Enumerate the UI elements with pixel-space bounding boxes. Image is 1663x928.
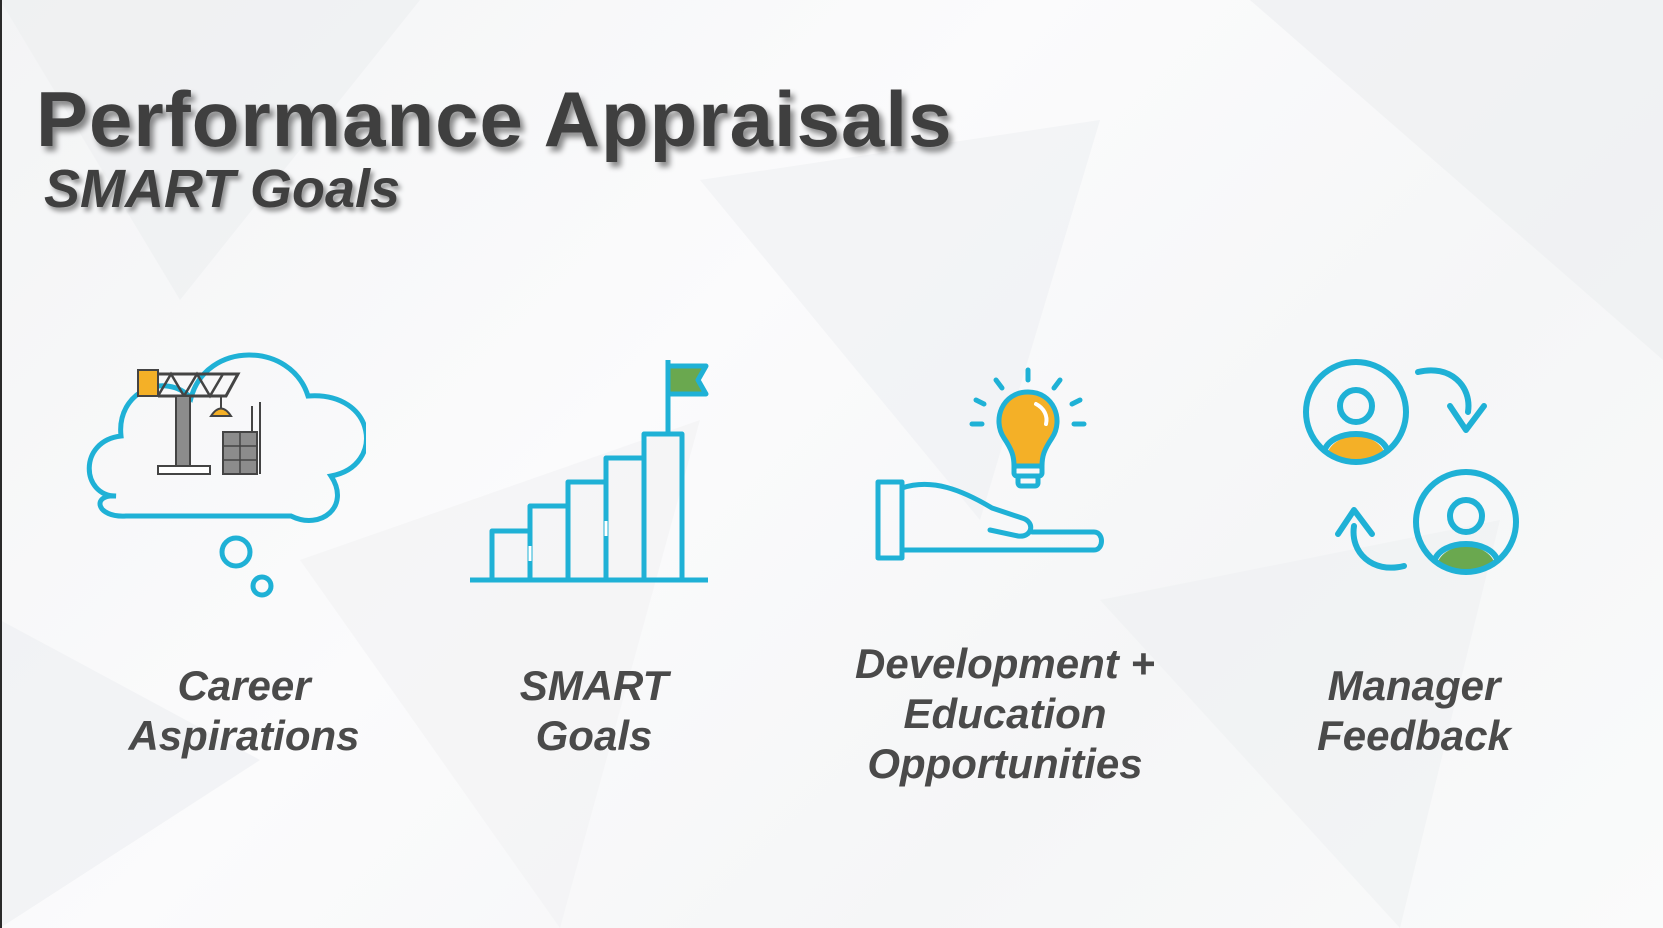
cloud-crane-icon [86, 352, 366, 598]
label-development-education: Development + Education Opportunities [855, 640, 1155, 787]
label-manager-feedback: Manager Feedback [1317, 662, 1511, 759]
hand-lightbulb-icon [875, 367, 1104, 561]
slide-subtitle: SMART Goals [44, 159, 401, 219]
left-edge-line [0, 0, 2, 928]
label-career-aspirations: Career Aspirations [128, 662, 360, 759]
people-exchange-icon [1303, 359, 1519, 575]
bar-chart-flag-icon [470, 360, 709, 583]
slide-title: Performance Appraisals [36, 75, 953, 163]
label-smart-goals: SMART Goals [519, 662, 669, 759]
